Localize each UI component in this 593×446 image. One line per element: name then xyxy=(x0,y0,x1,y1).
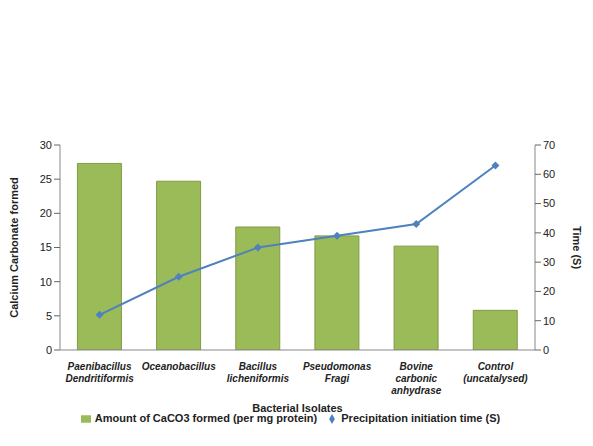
svg-text:Calcium Carbonate formed: Calcium Carbonate formed xyxy=(8,177,20,318)
svg-text:0: 0 xyxy=(543,344,549,356)
svg-text:PseudomonasFragi: PseudomonasFragi xyxy=(303,361,372,384)
html-text:Amount of CaCO3 formed (per mg: Amount of CaCO3 formed (per mg protein) xyxy=(94,412,318,424)
svg-text:20: 20 xyxy=(40,207,52,219)
svg-text:40: 40 xyxy=(543,227,555,239)
svg-text:10: 10 xyxy=(40,276,52,288)
svg-text:0: 0 xyxy=(46,344,52,356)
svg-text:Oceanobacillus: Oceanobacillus xyxy=(142,361,216,372)
svg-text:Bovinecarbonicanhydrase: Bovinecarbonicanhydrase xyxy=(391,361,441,396)
svg-text:30: 30 xyxy=(40,139,52,151)
svg-text:Time (S): Time (S) xyxy=(571,226,583,270)
svg-text:PaenibacillusDendritiformis: PaenibacillusDendritiformis xyxy=(65,361,134,384)
svg-text:15: 15 xyxy=(40,241,52,253)
svg-text:20: 20 xyxy=(543,285,555,297)
svg-text:60: 60 xyxy=(543,168,555,180)
svg-text:Bacterial Isolates: Bacterial Isolates xyxy=(252,402,343,414)
svg-text:30: 30 xyxy=(543,256,555,268)
svg-text:10: 10 xyxy=(543,315,555,327)
svg-text:50: 50 xyxy=(543,197,555,209)
svg-text:Control(uncatalysed): Control(uncatalysed) xyxy=(463,361,528,384)
svg-text:5: 5 xyxy=(46,310,52,322)
svg-text:Bacilluslicheniformis: Bacilluslicheniformis xyxy=(227,361,290,384)
svg-text:70: 70 xyxy=(543,139,555,151)
svg-text:25: 25 xyxy=(40,173,52,185)
html-text:Precipitation initiation time: Precipitation initiation time (S) xyxy=(341,412,501,424)
